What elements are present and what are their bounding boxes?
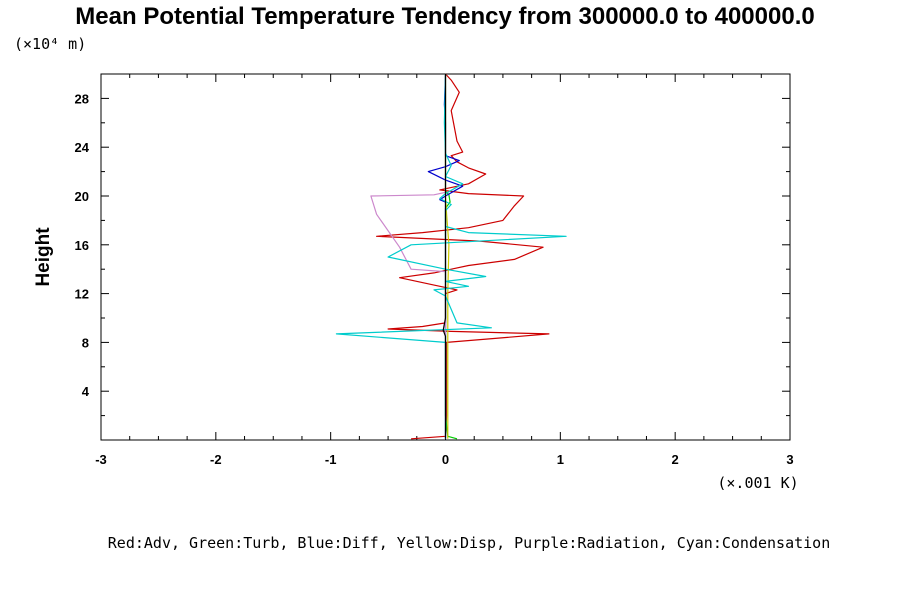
legend-caption: Red:Adv, Green:Turb, Blue:Diff, Yellow:D… [108, 534, 830, 552]
y-tick-label: 12 [75, 287, 89, 302]
x-tick-label: 1 [557, 452, 564, 467]
series-line-condensation [335, 73, 567, 439]
x-unit-label: (×.001 K) [717, 474, 798, 492]
y-tick-label: 16 [75, 238, 89, 253]
x-tick-label: -3 [95, 452, 107, 467]
x-tick-label: -1 [325, 452, 337, 467]
chart-title: Mean Potential Temperature Tendency from… [75, 3, 814, 30]
y-tick-label: 28 [75, 91, 89, 106]
y-tick-label: 8 [82, 335, 89, 350]
y-tick-labels: 4 8 12 16 20 24 28 [75, 91, 90, 399]
series-lines [335, 73, 567, 440]
x-tick-label: -2 [210, 452, 222, 467]
series-line-radiation [370, 74, 447, 439]
y-tick-label: 20 [75, 189, 89, 204]
axis-ticks [100, 74, 791, 440]
y-axis-label: Height [33, 227, 54, 287]
series-line-total [442, 74, 447, 439]
x-tick-label: 3 [786, 452, 793, 467]
x-tick-label: 2 [672, 452, 679, 467]
x-tick-labels: -3 -2 -1 0 1 2 3 [95, 452, 793, 467]
y-unit-label: (×10⁴ m) [14, 35, 86, 53]
y-tick-label: 4 [82, 384, 90, 399]
y-tick-label: 24 [75, 140, 90, 155]
series-line-adv [376, 73, 550, 440]
x-tick-label: 0 [442, 452, 449, 467]
